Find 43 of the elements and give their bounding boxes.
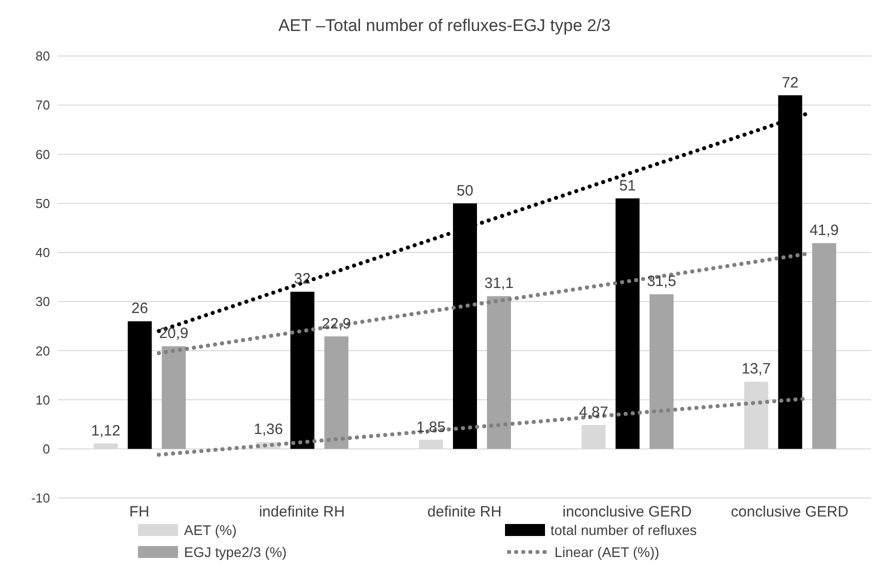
y-tick-label: 70 [36,98,50,113]
legend-label: AET (%) [184,522,237,538]
y-tick-label: 40 [36,245,50,260]
data-label: 26 [131,300,148,318]
data-label: 31,5 [646,273,676,290]
x-tick-label: inconclusive GERD [562,504,692,521]
data-label: 50 [456,182,474,200]
chart-title: AET –Total number of refluxes-EGJ type 2/3 [277,15,612,37]
bar [162,346,186,449]
y-tick-label: 30 [36,294,50,310]
data-label: 32 [294,270,311,288]
x-tick-label: conclusive GERD [730,504,849,521]
legend-label: Linear (AET (%)) [554,544,660,560]
legend-label: total number of refluxes [550,522,697,538]
data-label: 13,7 [742,360,771,378]
bar [486,296,511,449]
x-tick-label: indefinite RH [258,504,345,521]
x-tick-label: definite RH [427,504,502,521]
data-label: 72 [782,74,799,92]
y-tick-label: 50 [36,196,50,211]
y-tick-label: 20 [36,343,50,358]
data-label: 1,85 [416,418,446,436]
bar [324,336,348,449]
data-label: 20,9 [159,325,188,342]
bar [616,198,640,449]
bar [650,294,674,449]
data-label: 1,12 [91,422,120,440]
bar [290,292,314,449]
x-tick-label: FH [129,504,150,521]
y-tick-label: 80 [36,48,50,64]
data-label: 51 [619,177,636,194]
legend-label: EGJ type2/3 (%) [184,544,287,560]
data-label: 1,36 [254,421,283,438]
data-label: 4,87 [578,404,608,421]
bar [812,243,836,449]
y-tick-label: 60 [36,146,50,162]
data-label: 22,9 [322,315,351,332]
y-tick-label: -10 [31,490,50,506]
bar [128,321,152,449]
data-label: 41,9 [810,222,839,240]
y-tick-label: 0 [42,442,50,457]
data-label: 31,1 [484,275,514,292]
y-tick-label: 10 [36,392,50,408]
